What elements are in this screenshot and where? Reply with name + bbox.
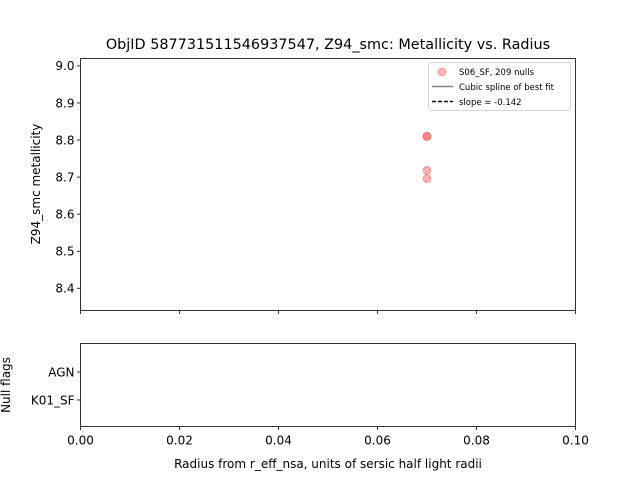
top-y-tick-label: 8.4 [55, 282, 74, 296]
top-y-tick-label: 8.9 [55, 96, 74, 110]
data-point [422, 131, 432, 141]
bottom-x-tick-label: 0.00 [67, 434, 94, 448]
top-y-tick-label: 8.8 [55, 133, 74, 147]
bottom-x-tick-label: 0.04 [265, 434, 292, 448]
legend-frame [428, 62, 571, 111]
x-axis-label: Radius from r_eff_nsa, units of sersic h… [174, 457, 482, 471]
top-y-tick-label: 8.7 [55, 170, 74, 184]
top-axes-frame [80, 58, 576, 311]
data-point [422, 131, 432, 141]
legend-marker-s06 [437, 67, 447, 77]
chart-title: ObjID 587731511546937547, Z94_smc: Metal… [106, 37, 550, 53]
bottom-y-category-label: K01_SF [31, 393, 75, 407]
bottom-y-ticks: AGN K01_SF [31, 365, 81, 407]
legend-label-slope: slope = -0.142 [459, 98, 522, 108]
bottom-axes-frame [80, 343, 576, 427]
legend-label-spline: Cubic spline of best fit [459, 83, 555, 93]
top-y-ticks: 8.4 8.5 8.6 8.7 8.8 8.9 9.0 [55, 59, 81, 296]
top-y-tick-label: 9.0 [55, 59, 74, 73]
data-point [422, 174, 432, 184]
bottom-y-axis-label: Null flags [0, 357, 13, 413]
top-data-points [422, 131, 432, 184]
top-y-tick-label: 8.6 [55, 207, 74, 221]
bottom-x-tick-label: 0.06 [364, 434, 391, 448]
data-point [422, 165, 432, 175]
bottom-x-tick-label: 0.08 [463, 434, 490, 448]
top-x-ticks [80, 310, 576, 314]
bottom-x-tick-label: 0.10 [562, 434, 589, 448]
bottom-y-category-label: AGN [48, 365, 74, 379]
legend: S06_SF, 209 nulls Cubic spline of best f… [428, 62, 571, 111]
top-y-axis-label: Z94_smc metallicity [29, 124, 43, 245]
legend-label-s06: S06_SF, 209 nulls [459, 68, 535, 78]
bottom-x-ticks: 0.00 0.02 0.04 0.06 0.08 0.10 [67, 426, 589, 448]
bottom-x-tick-label: 0.02 [166, 434, 193, 448]
top-y-tick-label: 8.5 [55, 245, 74, 259]
